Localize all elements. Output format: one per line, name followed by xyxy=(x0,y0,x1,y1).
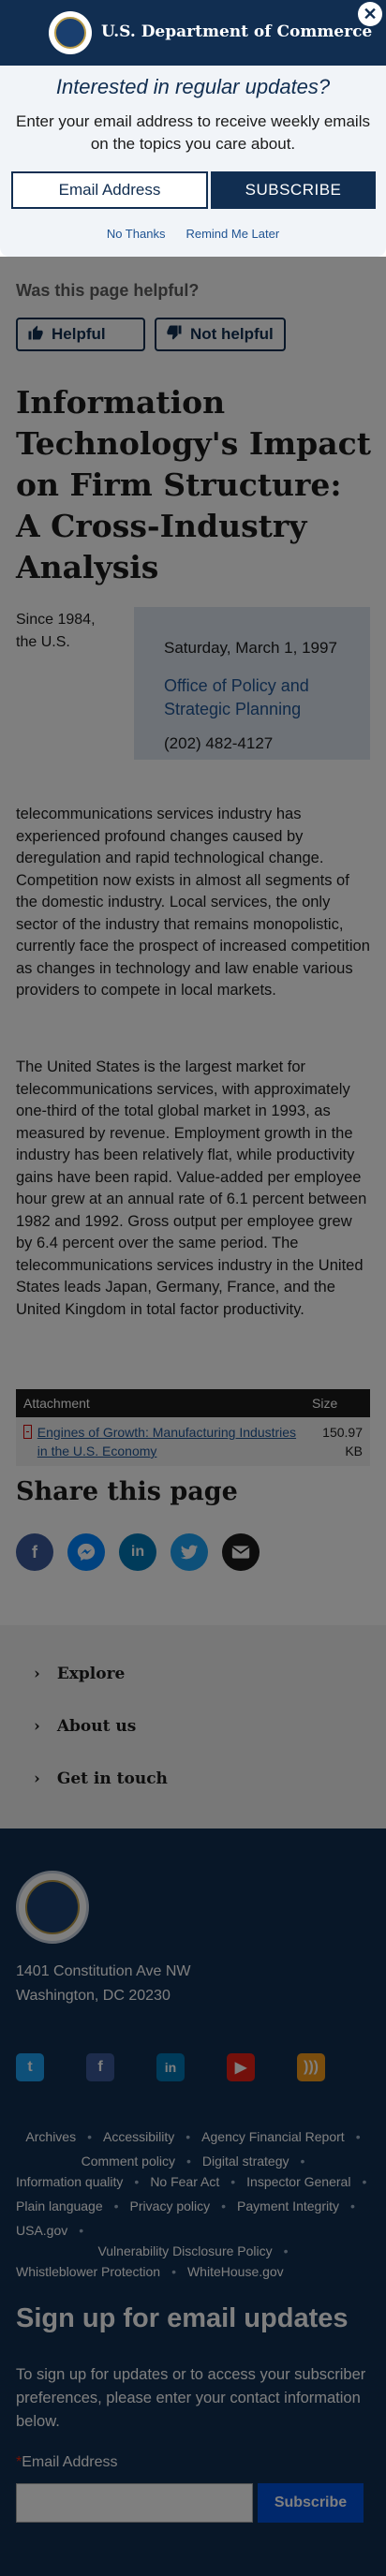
modal-backdrop[interactable] xyxy=(0,257,386,2576)
modal-text: Enter your email address to receive week… xyxy=(16,112,370,153)
no-thanks-link[interactable]: No Thanks xyxy=(106,227,166,241)
remind-later-link[interactable]: Remind Me Later xyxy=(186,227,280,241)
email-signup-modal: Interested in regular updates? Enter you… xyxy=(0,66,386,257)
modal-email-input[interactable]: Email Address xyxy=(11,171,208,209)
site-header: U.S. Department of Commerce xyxy=(0,0,386,66)
modal-subscribe-button[interactable]: SUBSCRIBE xyxy=(211,171,376,209)
agency-name[interactable]: U.S. Department of Commerce xyxy=(101,22,373,41)
doc-seal-logo[interactable] xyxy=(49,11,92,54)
modal-heading: Interested in regular updates? xyxy=(55,75,331,98)
close-icon[interactable]: ✕ xyxy=(358,2,382,26)
